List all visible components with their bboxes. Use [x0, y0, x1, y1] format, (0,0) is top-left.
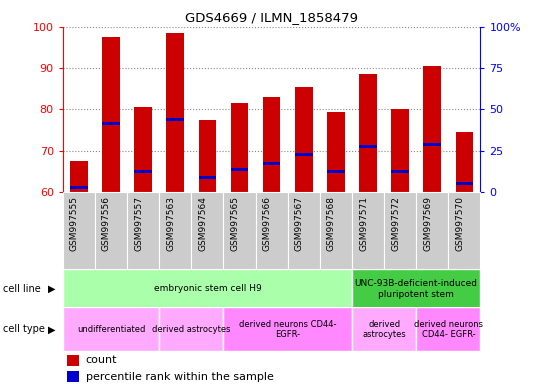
Bar: [391, 109, 409, 192]
Text: GSM997564: GSM997564: [198, 196, 207, 251]
FancyBboxPatch shape: [256, 192, 288, 269]
Text: embryonic stem cell H9: embryonic stem cell H9: [153, 285, 261, 293]
FancyBboxPatch shape: [384, 192, 416, 269]
Bar: [263, 162, 281, 165]
Text: percentile rank within the sample: percentile rank within the sample: [86, 372, 274, 382]
Bar: [295, 153, 313, 156]
Text: ▶: ▶: [48, 324, 56, 334]
Bar: [134, 170, 152, 173]
Bar: [455, 132, 473, 192]
Bar: [230, 168, 248, 171]
Bar: [167, 118, 184, 121]
Text: derived astrocytes: derived astrocytes: [152, 325, 230, 334]
Bar: [359, 74, 377, 192]
Text: GSM997570: GSM997570: [455, 196, 465, 251]
Bar: [295, 87, 313, 192]
Bar: [352, 269, 480, 309]
Title: GDS4669 / ILMN_1858479: GDS4669 / ILMN_1858479: [185, 11, 358, 24]
Text: GSM997555: GSM997555: [70, 196, 79, 251]
Bar: [159, 307, 223, 351]
Bar: [70, 186, 88, 189]
Text: derived
astrocytes: derived astrocytes: [362, 319, 406, 339]
Text: UNC-93B-deficient-induced
pluripotent stem: UNC-93B-deficient-induced pluripotent st…: [355, 279, 478, 299]
Text: count: count: [86, 356, 117, 366]
FancyBboxPatch shape: [63, 192, 95, 269]
Bar: [70, 161, 88, 192]
Bar: [230, 103, 248, 192]
Text: GSM997556: GSM997556: [102, 196, 111, 251]
Bar: [352, 307, 416, 351]
FancyBboxPatch shape: [223, 192, 256, 269]
Bar: [63, 307, 159, 351]
Text: GSM997571: GSM997571: [359, 196, 368, 251]
Bar: [102, 122, 120, 125]
Bar: [134, 108, 152, 192]
FancyBboxPatch shape: [95, 192, 127, 269]
Text: GSM997568: GSM997568: [327, 196, 336, 251]
FancyBboxPatch shape: [448, 192, 480, 269]
FancyBboxPatch shape: [288, 192, 320, 269]
Bar: [199, 176, 216, 179]
FancyBboxPatch shape: [191, 192, 223, 269]
Text: GSM997565: GSM997565: [230, 196, 240, 251]
Text: undifferentiated: undifferentiated: [77, 325, 145, 334]
Bar: [67, 371, 80, 382]
Bar: [63, 269, 352, 309]
Bar: [391, 170, 409, 173]
Text: cell line: cell line: [3, 284, 40, 294]
Bar: [424, 143, 441, 146]
FancyBboxPatch shape: [127, 192, 159, 269]
FancyBboxPatch shape: [159, 192, 191, 269]
Bar: [416, 307, 480, 351]
Text: GSM997569: GSM997569: [423, 196, 432, 251]
Text: GSM997567: GSM997567: [295, 196, 304, 251]
Text: GSM997563: GSM997563: [166, 196, 175, 251]
FancyBboxPatch shape: [416, 192, 448, 269]
Bar: [327, 111, 345, 192]
Text: derived neurons CD44-
EGFR-: derived neurons CD44- EGFR-: [239, 319, 336, 339]
Bar: [424, 66, 441, 192]
Text: cell type: cell type: [3, 324, 45, 334]
Bar: [455, 182, 473, 185]
Text: GSM997566: GSM997566: [263, 196, 272, 251]
Bar: [102, 37, 120, 192]
Text: GSM997557: GSM997557: [134, 196, 143, 251]
Bar: [223, 307, 352, 351]
Text: derived neurons
CD44- EGFR-: derived neurons CD44- EGFR-: [414, 319, 483, 339]
Bar: [263, 97, 281, 192]
FancyBboxPatch shape: [352, 192, 384, 269]
Bar: [67, 355, 80, 366]
Text: ▶: ▶: [48, 284, 56, 294]
Text: GSM997572: GSM997572: [391, 196, 400, 251]
Bar: [359, 145, 377, 148]
Bar: [167, 33, 184, 192]
Bar: [327, 170, 345, 173]
Bar: [199, 120, 216, 192]
FancyBboxPatch shape: [320, 192, 352, 269]
